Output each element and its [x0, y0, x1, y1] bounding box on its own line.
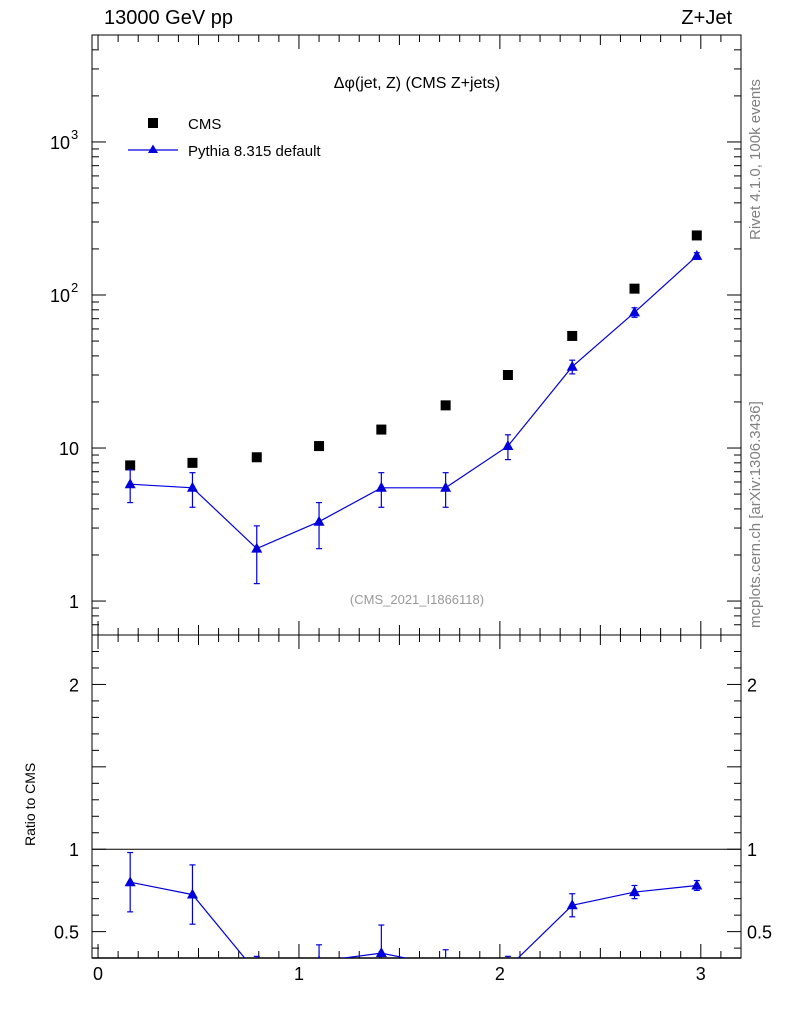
pythia-line — [130, 255, 698, 550]
pythia-data-point — [313, 515, 325, 526]
cms-data-point — [376, 424, 387, 435]
main-y-tick-label: 1 — [69, 592, 79, 612]
pythia-data-point — [629, 306, 641, 317]
legend: CMS Pythia 8.315 default — [128, 116, 321, 160]
chart-title: Δφ(jet, Z) (CMS Z+jets) — [334, 75, 500, 92]
main-y-tick-exponent: 2 — [71, 280, 78, 295]
ratio-y-tick-label-right: 1 — [747, 840, 757, 860]
main-y-tick-label: 10 — [50, 133, 70, 153]
ratio-y-axis-label: Ratio to CMS — [22, 762, 38, 846]
cms-data-point — [125, 460, 136, 471]
ratio-data-point — [186, 888, 198, 899]
ratio-y-tick-label: 1 — [69, 840, 79, 860]
ratio-line — [130, 881, 697, 958]
pythia-data-point — [375, 481, 387, 492]
cms-data-point — [502, 370, 513, 381]
x-tick-label: 3 — [696, 964, 706, 984]
energy-label: 13000 GeV pp — [104, 7, 233, 29]
pythia-data-point — [440, 481, 452, 492]
ratio-y-tick-label: 0.5 — [54, 923, 79, 943]
pythia-data-point — [124, 478, 136, 489]
analysis-watermark: (CMS_2021_I1866118) — [350, 592, 484, 607]
legend-mc-marker — [148, 144, 158, 153]
ratio-series — [124, 851, 703, 977]
cms-data-point — [314, 441, 325, 452]
cms-data-point — [251, 452, 262, 463]
ratio-data-point — [566, 899, 578, 910]
mcplots-source-label: mcplots.cern.ch [arXiv:1306.3436] — [747, 401, 764, 628]
ratio-data-point — [629, 886, 641, 897]
process-label: Z+Jet — [681, 7, 732, 29]
pythia-data-point — [691, 249, 703, 260]
pythia-data-point — [502, 440, 514, 451]
ratio-data-point — [440, 960, 451, 970]
ratio-y-tick-label-right: 0.5 — [747, 923, 772, 943]
cms-data-point — [440, 400, 451, 411]
ratio-data-point — [375, 947, 387, 958]
ratio-data-point — [691, 879, 703, 890]
x-tick-label: 0 — [93, 964, 103, 984]
main-y-tick-exponent: 3 — [71, 127, 78, 142]
pythia-data-point — [186, 481, 198, 492]
x-tick-label: 2 — [495, 964, 505, 984]
ratio-y-tick-label-right: 2 — [747, 675, 757, 695]
legend-mc-label: Pythia 8.315 default — [188, 143, 321, 160]
legend-cms-label: CMS — [188, 116, 221, 133]
ratio-data-point — [251, 967, 262, 977]
cms-data-point — [567, 330, 578, 341]
rivet-version-label: Rivet 4.1.0, 100k events — [747, 79, 764, 240]
main-y-tick-label: 10 — [50, 286, 70, 306]
ratio-y-tick-label: 2 — [69, 675, 79, 695]
pythia-data-point — [566, 360, 578, 371]
main-y-tick-label: 10 — [59, 439, 79, 459]
legend-cms-marker — [148, 118, 158, 128]
x-tick-label: 1 — [294, 964, 304, 984]
ratio-data-point — [124, 876, 136, 887]
cms-data-point — [691, 230, 702, 241]
cms-data-point — [629, 283, 640, 294]
cms-data-point — [187, 457, 198, 468]
ratio-plot-frame — [91, 634, 742, 959]
pythia-data-point — [251, 542, 263, 553]
ratio-data-point — [317, 955, 321, 958]
